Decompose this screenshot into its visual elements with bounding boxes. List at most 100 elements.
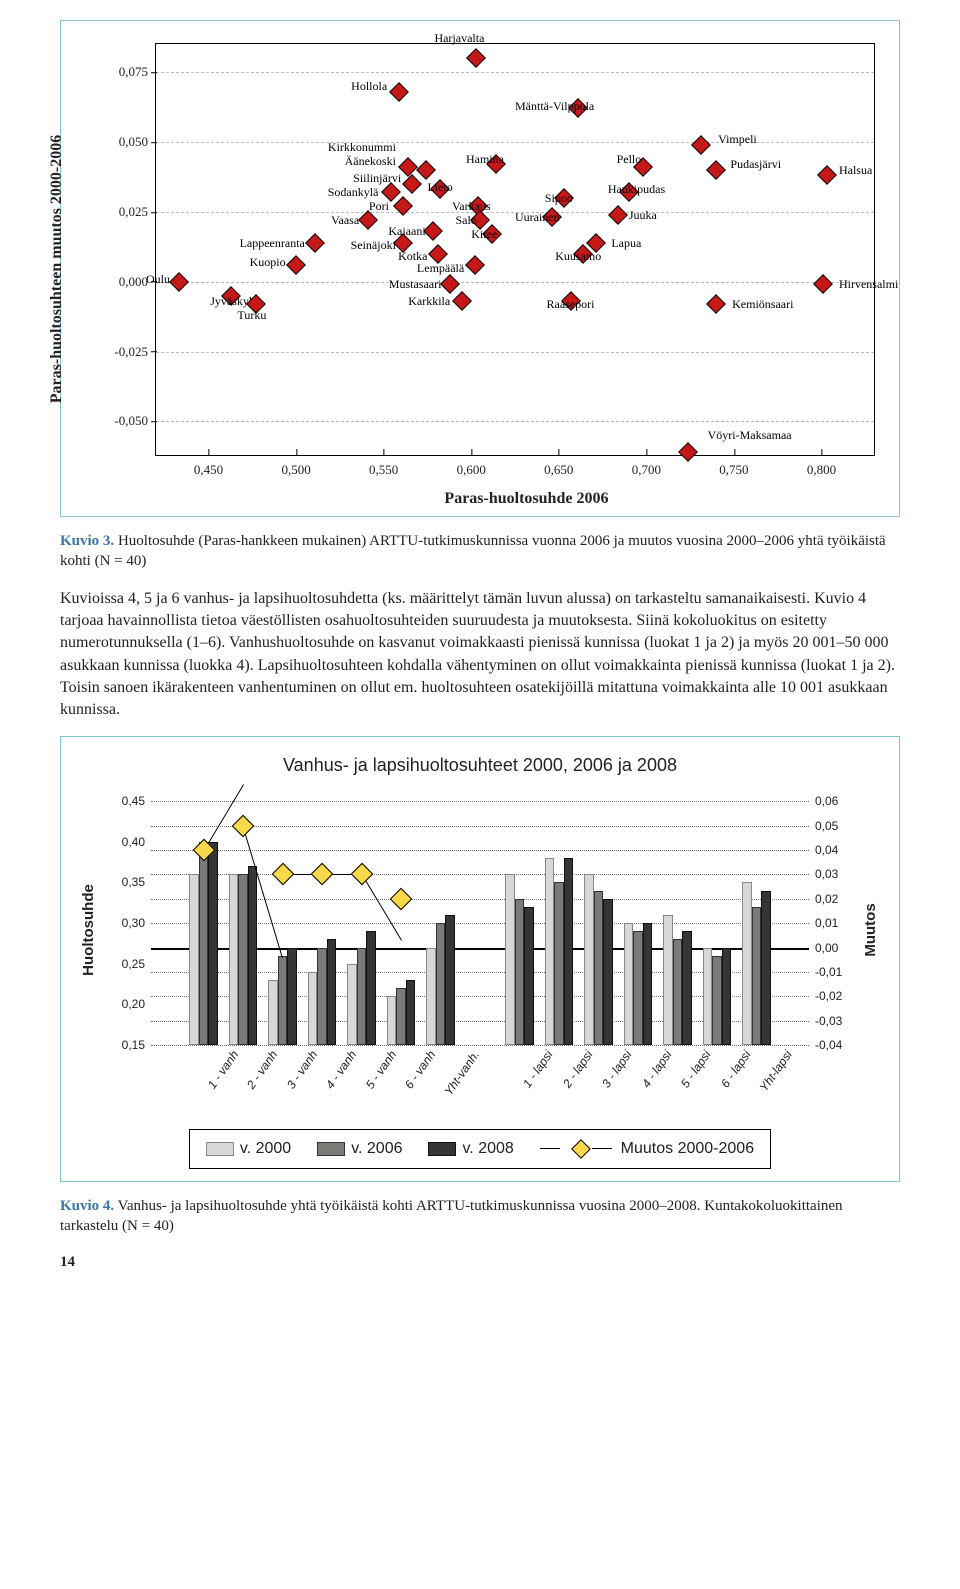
scatter-label: Kuusamo [555, 248, 601, 264]
bar [238, 874, 247, 1045]
scatter-label: Lapua [611, 234, 641, 250]
swatch-2000 [206, 1142, 234, 1156]
category-label: 5 - lapsi [674, 1045, 715, 1091]
bar [554, 882, 563, 1045]
legend-item-2006: v. 2006 [317, 1138, 402, 1160]
scatter-label: Seinäjoki [351, 237, 396, 253]
fig4-ylabel-left: Huoltosuhde [79, 884, 99, 976]
bar [268, 980, 277, 1045]
scatter-label: Hirvensalmi [839, 276, 898, 292]
scatter-point [691, 135, 711, 155]
bar [406, 980, 415, 1045]
legend-line [592, 1148, 612, 1149]
bar [603, 899, 612, 1045]
scatter-point [453, 291, 473, 311]
bar [682, 931, 691, 1045]
bar [208, 842, 217, 1045]
scatter-label: Pello [617, 151, 642, 167]
figure-4-bar: Vanhus- ja lapsihuoltosuhteet 2000, 2006… [60, 736, 900, 1182]
legend-item-2008: v. 2008 [428, 1138, 513, 1160]
scatter-label: Kitee [471, 226, 497, 242]
scatter-point [393, 196, 413, 216]
bar [317, 948, 326, 1046]
figure-3-scatter: Paras-huoltosuhteen muutos 2000-2006 -0,… [60, 20, 900, 517]
bar [584, 874, 593, 1045]
caption-tag: Kuvio 3. [60, 533, 114, 549]
bar [742, 882, 751, 1045]
bar [663, 915, 672, 1045]
category-label: 6 - lapsi [714, 1045, 755, 1091]
scatter-point [817, 166, 837, 186]
bar-wrap: Huoltosuhde 0,150,200,250,300,350,400,45… [91, 795, 869, 1115]
swatch-2008 [428, 1142, 456, 1156]
bar [515, 899, 524, 1045]
legend-line [540, 1148, 560, 1149]
figure-4-caption: Kuvio 4. Vanhus- ja lapsihuoltosuhde yht… [60, 1196, 900, 1237]
scatter-point [608, 205, 628, 225]
scatter-label: Halsua [839, 162, 872, 178]
scatter-point [678, 442, 698, 462]
scatter-label: Harjavalta [434, 30, 484, 46]
bar [545, 858, 554, 1045]
bar [199, 842, 208, 1045]
scatter-plot-area: -0,050-0,0250,0000,0250,0500,0750,4500,5… [155, 43, 875, 456]
scatter-label: Kemiönsaari [732, 296, 793, 312]
scatter-label: Lempäälä [417, 260, 464, 276]
category-label: 2 - vanh [240, 1045, 281, 1092]
caption-tag: Kuvio 4. [60, 1198, 114, 1214]
scatter-point [440, 275, 460, 295]
bar [426, 948, 435, 1046]
bar [643, 923, 652, 1045]
scatter-label: Raasepori [547, 296, 595, 312]
scatter-label: Mustasaari [389, 276, 442, 292]
figure-3-caption: Kuvio 3. Huoltosuhde (Paras-hankkeen muk… [60, 531, 900, 572]
category-label: 2 - lapsi [556, 1045, 597, 1091]
bar [761, 891, 770, 1046]
bar [327, 939, 336, 1045]
bar [387, 996, 396, 1045]
fig4-legend: v. 2000 v. 2006 v. 2008 Muutos 2000-2006 [189, 1129, 771, 1169]
fig4-ylabel-right: Muutos [861, 903, 881, 956]
scatter-wrap: Paras-huoltosuhteen muutos 2000-2006 -0,… [65, 31, 889, 506]
scatter-point [416, 160, 436, 180]
bar [189, 874, 198, 1045]
scatter-label: Äänekoski [345, 153, 396, 169]
scatter-label: Sipoo [545, 190, 573, 206]
muutos-marker [390, 887, 413, 910]
legend-item-muutos: Muutos 2000-2006 [540, 1138, 754, 1160]
category-label: 6 - vanh [398, 1045, 439, 1092]
bar [366, 931, 375, 1045]
scatter-label: Pori [369, 198, 389, 214]
scatter-point [286, 255, 306, 275]
fig4-title: Vanhus- ja lapsihuoltosuhteet 2000, 2006… [91, 753, 869, 777]
scatter-label: Pudasjärvi [730, 156, 781, 172]
category-label: Yht-lapsi [753, 1045, 796, 1095]
bar [752, 907, 761, 1045]
scatter-point [465, 255, 485, 275]
bar [564, 858, 573, 1045]
category-label: Yht-vanh. [437, 1045, 483, 1099]
bar [633, 931, 642, 1045]
bar [436, 923, 445, 1045]
category-label: 4 - vanh [319, 1045, 360, 1092]
scatter-point [398, 157, 418, 177]
bar [357, 948, 366, 1046]
bar [229, 874, 238, 1045]
scatter-label: Lappeenranta [240, 234, 305, 250]
scatter-label: Haukipudas [608, 181, 665, 197]
bar [445, 915, 454, 1045]
scatter-point [813, 275, 833, 295]
bar [524, 907, 533, 1045]
bar [287, 948, 296, 1046]
bar [396, 988, 405, 1045]
swatch-2006 [317, 1142, 345, 1156]
scatter-point [423, 221, 443, 241]
fig3-ylabel: Paras-huoltosuhteen muutos 2000-2006 [46, 134, 68, 402]
scatter-point [305, 233, 325, 253]
scatter-label: Hollola [351, 78, 387, 94]
bar [278, 956, 287, 1045]
scatter-label: Vimpeli [718, 131, 757, 147]
scatter-point [467, 48, 487, 68]
caption-text: Vanhus- ja lapsihuoltosuhde yhtä työikäi… [60, 1198, 843, 1234]
category-label: 3 - lapsi [595, 1045, 636, 1091]
